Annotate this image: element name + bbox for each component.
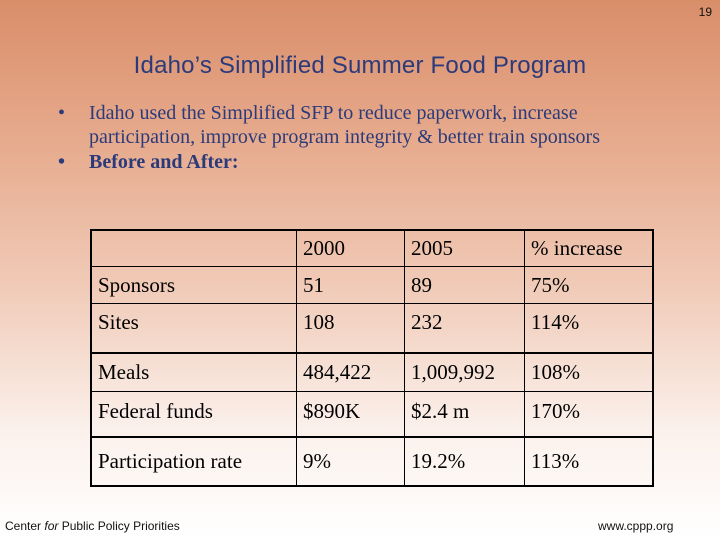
table-cell: 108 — [296, 303, 405, 353]
table-header-cell: 2005 — [404, 230, 525, 267]
table-cell: Meals — [91, 352, 297, 392]
table-row: Meals 484,422 1,009,992 108% — [91, 352, 653, 392]
footer-org-prefix: Center — [5, 519, 45, 533]
bullet-item: • Idaho used the Simplified SFP to reduc… — [58, 101, 658, 149]
table-header-cell — [91, 230, 297, 267]
before-after-table: 2000 2005 % increase Sponsors 51 89 75% … — [90, 229, 654, 487]
footer-org-italic: for — [44, 519, 59, 533]
bullet-marker: • — [58, 151, 66, 173]
table-cell: 9% — [296, 436, 405, 486]
table-cell: Federal funds — [98, 399, 213, 423]
table-cell: 484,422 — [296, 352, 405, 392]
table-cell: $890K — [296, 391, 405, 437]
table-cell: 51 — [296, 266, 405, 304]
table-cell: 113% — [524, 436, 653, 486]
table-header-cell: % increase — [524, 230, 653, 267]
bullet-text: Idaho used the Simplified SFP to reduce … — [89, 102, 600, 148]
bullet-list: • Idaho used the Simplified SFP to reduc… — [58, 101, 658, 175]
bullet-item: • Before and After: — [58, 150, 658, 174]
table-header-cell: 2000 — [296, 230, 405, 267]
footer-org-suffix: Public Policy Priorities — [58, 519, 180, 533]
table-cell: 232 — [404, 303, 525, 353]
table-cell: 1,009,992 — [404, 352, 525, 392]
table-row: Sponsors 51 89 75% — [91, 266, 653, 304]
table-header-row: 2000 2005 % increase — [91, 230, 653, 267]
table-cell: 114% — [524, 303, 653, 353]
table-cell: $2.4 m — [404, 391, 525, 437]
table-cell: 75% — [524, 266, 653, 304]
table-cell: Participation rate — [91, 436, 297, 486]
footer-url: www.cppp.org — [598, 519, 674, 533]
table-cell: Sponsors — [91, 266, 297, 304]
table-cell: 89 — [404, 266, 525, 304]
table-row: Sites 108 232 114% — [91, 303, 653, 353]
table-row: Federal funds $890K $2.4 m 170% — [91, 391, 653, 437]
table-cell: Sites — [98, 310, 139, 334]
table-cell: 19.2% — [404, 436, 525, 486]
page-number: 19 — [698, 5, 712, 19]
table-cell: 170% — [524, 391, 653, 437]
bullet-marker: • — [58, 102, 66, 124]
footer-organization: Center for Public Policy Priorities — [5, 519, 180, 533]
table-cell: 108% — [524, 352, 653, 392]
slide-title: Idaho’s Simplified Summer Food Program — [133, 52, 587, 79]
table-row: Participation rate 9% 19.2% 113% — [91, 436, 653, 486]
bullet-text: Before and After: — [89, 151, 239, 173]
